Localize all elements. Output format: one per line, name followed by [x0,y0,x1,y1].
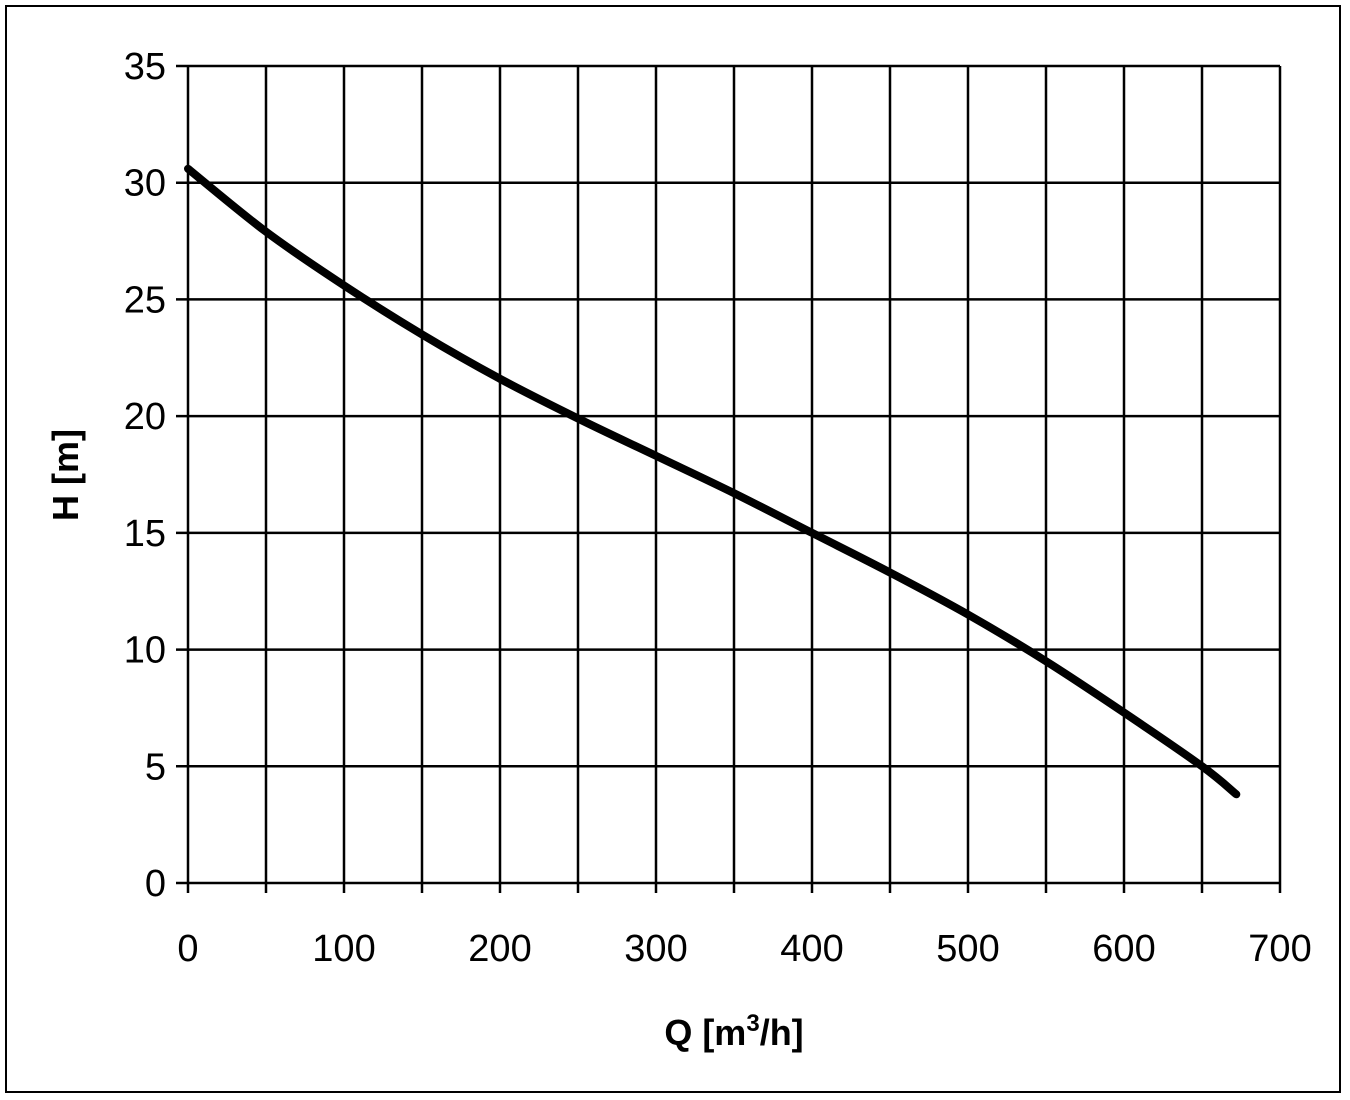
series-line-h-q [184,164,1241,799]
x-tick-label: 300 [624,928,687,970]
chart-frame [5,5,1341,1093]
x-tick-label: 400 [780,928,843,970]
x-axis-label: Q [m3/h] [664,1010,803,1053]
x-tick-label: 700 [1248,928,1311,970]
y-tick-label: 20 [124,396,166,438]
y-tick-label: 5 [145,746,166,788]
x-tick-label: 500 [936,928,999,970]
y-tick-label: 10 [124,630,166,672]
y-axis-label: H [m] [45,429,86,521]
grid [176,64,1282,893]
x-tick-label: 600 [1092,928,1155,970]
y-tick-label: 35 [124,46,166,88]
x-tick-label: 100 [312,928,375,970]
x-tick-label: 200 [468,928,531,970]
tick-labels: 0 100 200 300 400 500 600 700 0 5 10 15 20 25 30 35 [124,46,1312,970]
x-tick-label: 0 [177,928,198,970]
y-tick-label: 15 [124,513,166,555]
series-layer [184,164,1241,799]
y-tick-label: 25 [124,279,166,321]
y-tick-label: 0 [145,863,166,905]
y-tick-label: 30 [124,163,166,205]
